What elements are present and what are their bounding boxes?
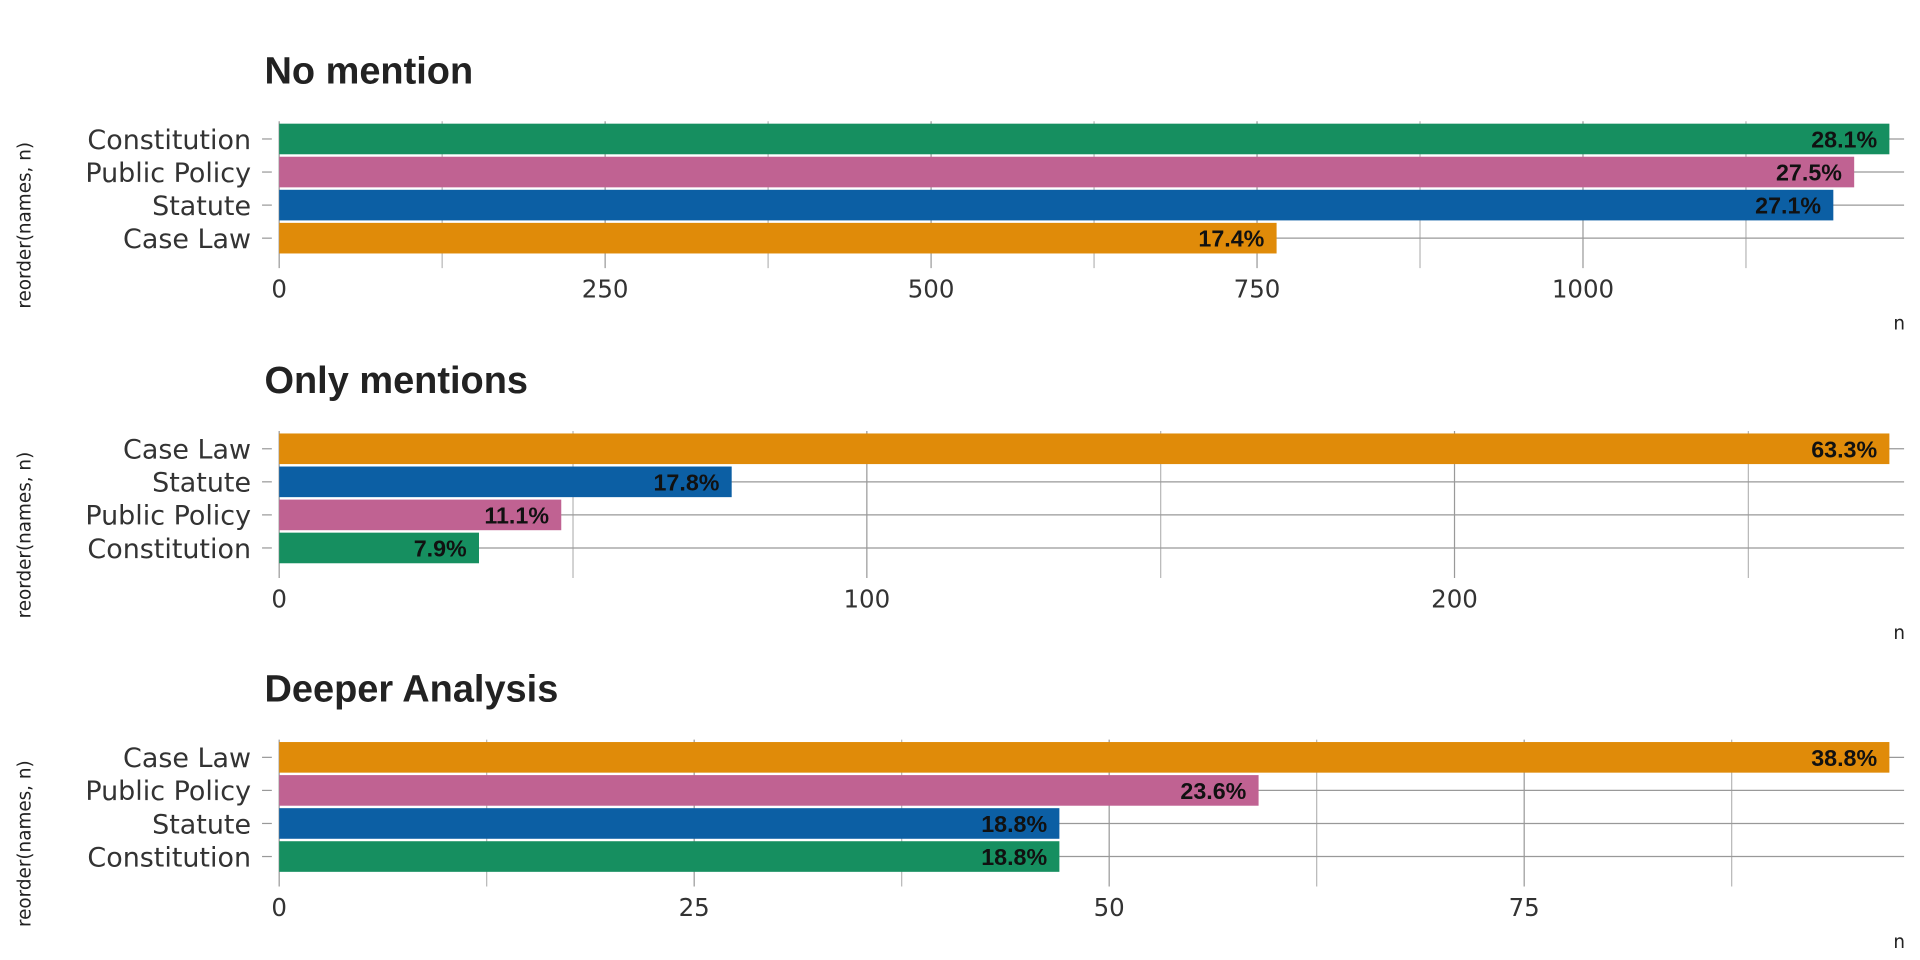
panel-1: Only mentions Case Law 63.3% Statute 17.8% Pu… [15,360,1905,644]
x-tick-label: 50 [1094,893,1125,922]
bar [279,532,479,564]
x-tick-label: 250 [582,275,629,304]
bar [279,742,1890,773]
data-label: 7.9% [414,536,467,562]
panel-title: No mention [264,50,473,92]
bar [279,841,1060,872]
category-label: Statute [152,468,251,499]
bar [279,156,1855,188]
data-label: 63.3% [1811,436,1877,462]
x-axis-label: n [1893,623,1905,644]
category-label: Case Law [123,743,251,774]
category-label: Statute [152,191,251,222]
category-label: Constitution [87,125,251,156]
bar [279,189,1834,221]
bar [279,808,1060,839]
x-tick-label: 0 [271,893,287,922]
data-label: 28.1% [1811,127,1877,153]
panel-title: Only mentions [264,360,528,402]
category-label: Constitution [87,534,251,565]
bar [279,222,1277,254]
y-axis-label: reorder(names, n) [15,452,36,619]
y-axis-label: reorder(names, n) [15,142,36,309]
data-label: 27.5% [1776,160,1842,186]
x-tick-label: 0 [271,584,287,613]
x-tick-label: 750 [1234,275,1281,304]
y-axis-label: reorder(names, n) [15,760,36,927]
category-label: Constitution [87,842,251,873]
data-label: 11.1% [484,502,549,528]
x-axis-label: n [1893,932,1905,953]
category-label: Public Policy [85,158,251,189]
x-tick-label: 0 [271,275,287,304]
panel-0: No mention Constitution 28.1% Public Policy… [15,50,1905,334]
x-tick-label: 25 [679,893,710,922]
data-label: 27.1% [1755,193,1821,219]
bar [279,433,1890,465]
x-tick-label: 100 [843,584,890,613]
data-label: 23.6% [1180,778,1246,804]
panel-title: Deeper Analysis [264,669,558,711]
panel-2: Deeper Analysis Case Law 38.8% Public Polic… [15,669,1905,953]
category-label: Case Law [123,224,251,255]
category-label: Public Policy [85,776,251,807]
bar [279,499,562,531]
bar [279,466,732,498]
x-tick-label: 500 [908,275,955,304]
x-tick-label: 200 [1431,584,1478,613]
x-axis-label: n [1893,313,1905,334]
category-label: Statute [152,809,251,840]
data-label: 18.8% [981,844,1047,870]
category-label: Public Policy [85,501,251,532]
data-label: 17.8% [654,469,720,495]
data-label: 38.8% [1811,745,1877,771]
data-label: 17.4% [1198,226,1264,252]
data-label: 18.8% [981,811,1047,837]
category-label: Case Law [123,435,251,466]
x-tick-label: 75 [1509,893,1540,922]
bar [279,775,1259,806]
x-tick-label: 1000 [1552,275,1614,304]
bar [279,123,1890,155]
